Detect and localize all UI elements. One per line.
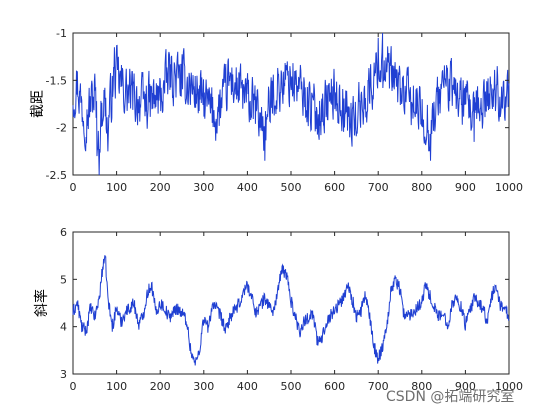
slope-subplot: 0 100 200 300 400 500 600 700 800 900 1000 3 4 5 6 斜率 xyxy=(33,226,523,393)
intercept-y-ticks: -1 -1.5 -2 -2.5 xyxy=(46,27,509,182)
intercept-x-tick-label: 800 xyxy=(411,181,432,194)
slope-x-tick-label: 300 xyxy=(193,380,214,393)
slope-x-tick-label: 0 xyxy=(70,380,77,393)
slope-series-group xyxy=(72,255,510,366)
slope-x-tick-label: 1000 xyxy=(495,380,523,393)
slope-x-tick-label: 100 xyxy=(106,380,127,393)
intercept-y-tick-label: -1.5 xyxy=(46,74,67,87)
slope-x-tick-label: 700 xyxy=(368,380,389,393)
intercept-y-tick-label: -2 xyxy=(56,122,67,135)
intercept-y-axis-label: 截距 xyxy=(30,90,46,118)
intercept-x-tick-label: 1000 xyxy=(495,181,523,194)
slope-x-tick-label: 800 xyxy=(411,380,432,393)
intercept-x-tick-label: 900 xyxy=(455,181,476,194)
intercept-subplot: 0 100 200 300 400 500 600 700 800 900 1000 -1-1.5-… xyxy=(30,27,523,194)
slope-y-ticks: 3 4 5 6 xyxy=(60,226,509,381)
slope-x-tick-label: 900 xyxy=(455,380,476,393)
intercept-x-tick-label: 400 xyxy=(237,181,258,194)
intercept-x-tick-label: 0 xyxy=(70,181,77,194)
slope-x-tick-label: 600 xyxy=(324,380,345,393)
slope-series-line-0 xyxy=(72,255,510,366)
slope-x-tick-label: 200 xyxy=(150,380,171,393)
intercept-x-tick-label: 700 xyxy=(368,181,389,194)
slope-y-tick-label: 3 xyxy=(60,368,67,381)
intercept-x-tick-label: 100 xyxy=(106,181,127,194)
intercept-series-line-0 xyxy=(72,32,510,176)
slope-y-tick-label: 4 xyxy=(60,321,67,334)
slope-y-tick-label: 5 xyxy=(60,273,67,286)
intercept-x-ticks: 0 100 200 300 400 500 600 700 800 900 1000 xyxy=(70,33,523,194)
watermark: CSDN @拓端研究室 xyxy=(386,389,515,405)
intercept-series-group xyxy=(72,32,510,176)
intercept-x-tick-label: 300 xyxy=(193,181,214,194)
intercept-x-tick-label: 500 xyxy=(281,181,302,194)
intercept-x-tick-label: 600 xyxy=(324,181,345,194)
slope-x-tick-label: 500 xyxy=(281,380,302,393)
slope-x-ticks: 0 100 200 300 400 500 600 700 800 900 1000 xyxy=(70,232,523,393)
slope-y-tick-label: 6 xyxy=(60,226,67,239)
slope-x-tick-label: 400 xyxy=(237,380,258,393)
slope-y-axis-label: 斜率 xyxy=(33,289,50,317)
intercept-x-tick-label: 200 xyxy=(150,181,171,194)
intercept-y-tick-label: -1 xyxy=(56,27,67,40)
intercept-y-tick-label: -2.5 xyxy=(46,169,67,182)
